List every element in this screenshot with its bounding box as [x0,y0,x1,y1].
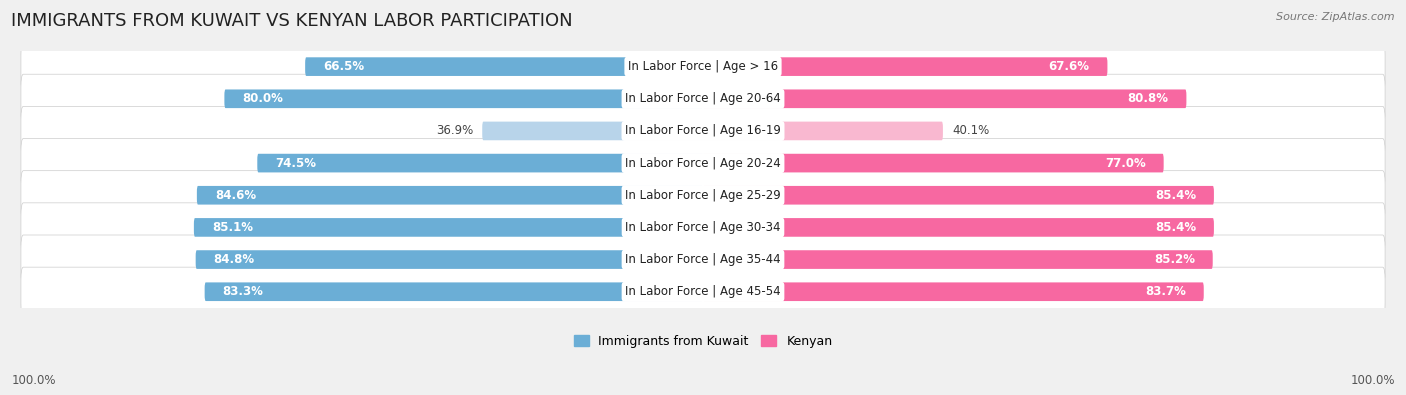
Text: 77.0%: 77.0% [1105,156,1146,169]
FancyBboxPatch shape [703,154,1164,173]
Text: 100.0%: 100.0% [1350,374,1395,387]
Text: In Labor Force | Age 35-44: In Labor Force | Age 35-44 [626,253,780,266]
FancyBboxPatch shape [205,282,703,301]
Text: 85.2%: 85.2% [1154,253,1195,266]
Text: In Labor Force | Age 20-24: In Labor Force | Age 20-24 [626,156,780,169]
Text: IMMIGRANTS FROM KUWAIT VS KENYAN LABOR PARTICIPATION: IMMIGRANTS FROM KUWAIT VS KENYAN LABOR P… [11,12,572,30]
FancyBboxPatch shape [197,186,703,205]
Text: 83.7%: 83.7% [1144,285,1185,298]
Text: 74.5%: 74.5% [276,156,316,169]
Text: In Labor Force | Age 45-54: In Labor Force | Age 45-54 [626,285,780,298]
Text: In Labor Force | Age 16-19: In Labor Force | Age 16-19 [626,124,780,137]
FancyBboxPatch shape [257,154,703,173]
FancyBboxPatch shape [21,203,1385,252]
FancyBboxPatch shape [21,267,1385,316]
Text: 36.9%: 36.9% [436,124,474,137]
FancyBboxPatch shape [482,122,703,140]
FancyBboxPatch shape [703,282,1204,301]
FancyBboxPatch shape [305,57,703,76]
FancyBboxPatch shape [21,74,1385,123]
Legend: Immigrants from Kuwait, Kenyan: Immigrants from Kuwait, Kenyan [574,335,832,348]
Text: In Labor Force | Age 20-64: In Labor Force | Age 20-64 [626,92,780,105]
Text: 80.0%: 80.0% [242,92,283,105]
FancyBboxPatch shape [703,218,1213,237]
FancyBboxPatch shape [703,186,1213,205]
FancyBboxPatch shape [703,122,943,140]
Text: 40.1%: 40.1% [952,124,990,137]
Text: 84.8%: 84.8% [214,253,254,266]
FancyBboxPatch shape [703,250,1213,269]
FancyBboxPatch shape [703,57,1108,76]
Text: In Labor Force | Age > 16: In Labor Force | Age > 16 [628,60,778,73]
Text: 85.4%: 85.4% [1154,221,1197,234]
FancyBboxPatch shape [21,42,1385,91]
FancyBboxPatch shape [21,171,1385,220]
Text: 84.6%: 84.6% [215,189,256,202]
Text: In Labor Force | Age 30-34: In Labor Force | Age 30-34 [626,221,780,234]
Text: 66.5%: 66.5% [323,60,364,73]
Text: 83.3%: 83.3% [222,285,263,298]
Text: 100.0%: 100.0% [11,374,56,387]
FancyBboxPatch shape [21,235,1385,284]
FancyBboxPatch shape [195,250,703,269]
Text: 67.6%: 67.6% [1049,60,1090,73]
Text: In Labor Force | Age 25-29: In Labor Force | Age 25-29 [626,189,780,202]
Text: 80.8%: 80.8% [1128,92,1168,105]
FancyBboxPatch shape [225,89,703,108]
FancyBboxPatch shape [703,89,1187,108]
Text: 85.1%: 85.1% [212,221,253,234]
FancyBboxPatch shape [21,106,1385,156]
Text: Source: ZipAtlas.com: Source: ZipAtlas.com [1277,12,1395,22]
Text: 85.4%: 85.4% [1154,189,1197,202]
FancyBboxPatch shape [194,218,703,237]
FancyBboxPatch shape [21,139,1385,188]
